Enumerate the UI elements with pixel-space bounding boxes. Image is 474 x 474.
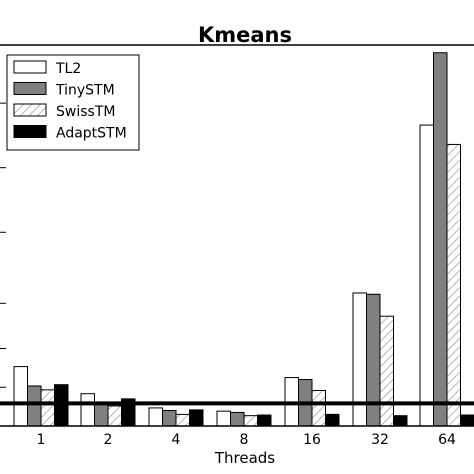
bar-adaptstm-32: [393, 415, 408, 427]
bar-tl2-4: [148, 407, 163, 427]
x-tick-label: 4: [172, 432, 181, 448]
legend-swatch-tl2: [13, 60, 47, 74]
x-tick-label: 16: [303, 432, 321, 448]
bar-tl2-64: [419, 124, 434, 427]
bar-swisstm-2: [107, 405, 122, 427]
bar-tl2-8: [216, 410, 231, 427]
chart-title: Kmeans: [198, 23, 292, 47]
x-tick-label: 64: [438, 432, 456, 448]
legend-label-swisstm: SwissTM: [56, 104, 115, 120]
bar-tinystm-64: [433, 52, 448, 427]
bar-swisstm-16: [311, 389, 326, 427]
bar-tinystm-8: [230, 411, 245, 427]
legend-swatch-swisstm: [13, 103, 47, 117]
bar-adaptstm-64: [460, 414, 474, 427]
legend-label-tinystm: TinySTM: [55, 83, 115, 99]
bar-tinystm-1: [27, 385, 42, 427]
x-axis-label: Threads: [214, 449, 275, 467]
bar-swisstm-64: [446, 143, 461, 427]
bar-tinystm-2: [94, 403, 109, 427]
bar-swisstm-4: [175, 413, 190, 427]
ticks-group: 1 2 4 8 16 32 64: [0, 102, 456, 448]
x-tick-label: 8: [240, 432, 249, 448]
x-tick-label: 2: [104, 432, 113, 448]
bar-tinystm-4: [162, 410, 177, 427]
bar-swisstm-1: [40, 389, 55, 427]
legend-label-adaptstm: AdaptSTM: [56, 126, 127, 142]
plot-frame: [0, 44, 474, 427]
bar-tinystm-32: [366, 293, 381, 427]
x-tick-label: 1: [37, 432, 46, 448]
bar-adaptstm-8: [257, 414, 272, 427]
bar-tl2-32: [352, 292, 367, 427]
legend-swatch-tinystm: [13, 82, 47, 95]
bar-tl2-1: [13, 366, 28, 427]
bar-swisstm-8: [243, 415, 258, 427]
x-tick-label: 32: [371, 432, 389, 448]
bar-swisstm-32: [379, 315, 394, 427]
bar-tl2-2: [80, 393, 95, 427]
legend-swatch-adaptstm: [13, 125, 47, 138]
legend: TL2 TinySTM SwissTM AdaptSTM: [6, 54, 140, 151]
bar-adaptstm-4: [189, 409, 204, 427]
bar-adaptstm-16: [325, 413, 340, 427]
legend-label-tl2: TL2: [55, 61, 81, 77]
